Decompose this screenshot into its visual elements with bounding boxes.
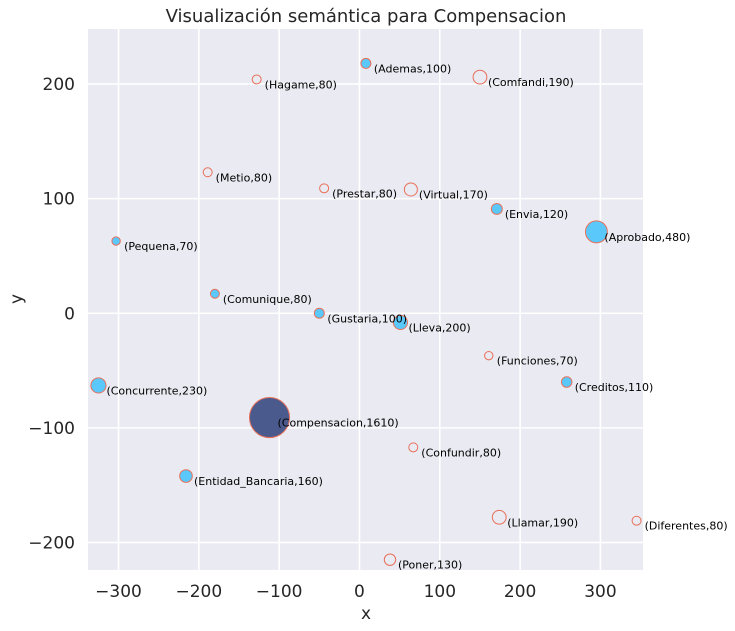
scatter-point	[313, 307, 325, 319]
y-tick-labels: −200 −100 0 100 200	[28, 75, 75, 553]
scatter-point	[209, 288, 220, 299]
y-tick-label: 200	[43, 75, 75, 95]
scatter-point	[408, 442, 419, 453]
point-label: (Compensacion,1610)	[278, 417, 399, 430]
scatter-point	[90, 377, 107, 394]
scatter-point	[631, 515, 642, 526]
point-label: (Comunique,80)	[223, 293, 312, 306]
point-label: (Creditos,110)	[575, 381, 654, 394]
point-label: (Virtual,170)	[419, 188, 488, 201]
point-label: (Confundir,80)	[421, 446, 501, 459]
point-label: (Pequena,70)	[124, 240, 198, 253]
point-label: (Entidad_Bancaria,160)	[194, 475, 323, 488]
point-label: (Ademas,100)	[374, 62, 451, 75]
point-label: (Diferentes,80)	[645, 520, 728, 533]
scatter-point	[472, 69, 488, 85]
x-tick-label: −300	[95, 582, 142, 602]
point-label: (Aprobado,480)	[604, 231, 690, 244]
point-label: (Hagame,80)	[265, 78, 337, 91]
scatter-point	[251, 74, 262, 85]
x-tick-label: 300	[584, 582, 616, 602]
data-points	[90, 57, 642, 566]
x-tick-label: 0	[354, 582, 365, 602]
point-label: (Llamar,190)	[507, 516, 578, 529]
y-tick-label: −100	[28, 419, 75, 439]
point-label: (Metio,80)	[216, 171, 272, 184]
point-label: (Prestar,80)	[332, 187, 397, 200]
scatter-point	[360, 57, 372, 69]
point-label: (Funciones,70)	[497, 355, 578, 368]
y-tick-label: 0	[64, 304, 75, 324]
y-axis-label: y	[7, 294, 27, 304]
x-tick-label: −100	[256, 582, 303, 602]
x-tick-labels: −300 −200 −100 0 100 200 300	[95, 582, 616, 602]
x-tick-label: 200	[504, 582, 536, 602]
point-label: (Gustaria,100)	[327, 312, 407, 325]
scatter-point	[403, 182, 418, 197]
x-tick-label: 100	[424, 582, 456, 602]
scatter-point	[111, 236, 121, 246]
x-axis-label: x	[361, 604, 371, 624]
chart-title: Visualización semántica para Compensacio…	[166, 6, 567, 27]
point-label: (Concurrente,230)	[106, 384, 207, 397]
scatter-point	[392, 314, 409, 330]
point-label: (Envia,120)	[505, 208, 568, 221]
x-tick-label: −200	[175, 582, 222, 602]
y-tick-label: −200	[28, 533, 75, 553]
scatter-point	[202, 167, 213, 178]
scatter-point	[484, 350, 494, 361]
scatter-point	[248, 396, 291, 439]
scatter-point	[584, 220, 608, 244]
scatter-point	[179, 469, 193, 483]
scatter-point	[560, 376, 573, 388]
point-label: (Lleva,200)	[408, 321, 470, 334]
point-label: (Poner,130)	[398, 559, 462, 572]
scatter-point	[491, 509, 507, 525]
y-tick-label: 100	[43, 190, 75, 210]
scatter-point	[319, 183, 330, 194]
scatter-point	[490, 202, 503, 215]
plot-area	[88, 29, 643, 570]
point-label: (Comfandi,190)	[488, 76, 574, 89]
point-labels: (Ademas,100) (Hagame,80) (Comfandi,190) (Me…	[106, 62, 727, 571]
grid-lines	[88, 29, 643, 570]
scatter-point	[383, 553, 397, 566]
